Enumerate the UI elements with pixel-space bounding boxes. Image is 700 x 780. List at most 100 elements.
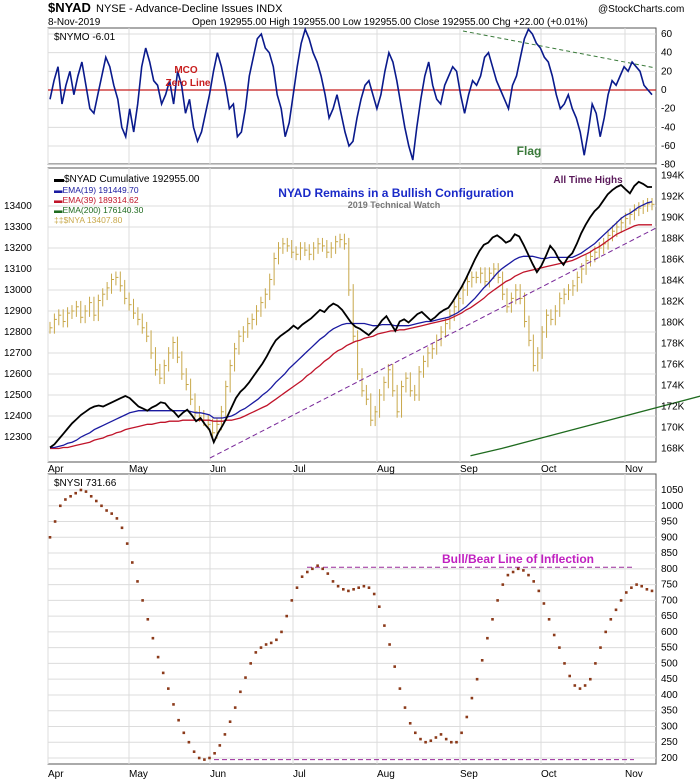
nysi-point	[167, 687, 170, 690]
nysi-point	[213, 752, 216, 755]
nysi-panel	[47, 473, 657, 765]
nymo-tick-label: -80	[661, 160, 676, 171]
nysi-point	[275, 638, 278, 642]
nysi-point	[491, 618, 494, 621]
nya-tick-label: 12400	[4, 411, 32, 422]
nysi-point	[486, 636, 489, 640]
nysi-point	[599, 646, 602, 649]
nysi-point	[444, 737, 448, 741]
month-tick-label: May	[129, 769, 148, 780]
nysi-point	[295, 586, 299, 589]
nysi-point	[192, 750, 196, 753]
flag-label: Flag	[517, 144, 542, 158]
nysi-point	[110, 512, 113, 515]
nysi-point	[264, 643, 268, 646]
nysi-point	[372, 592, 376, 596]
legend-nya: ‡‡$NYA 13407.80	[54, 215, 123, 225]
nysi-point	[69, 495, 72, 498]
nysi-tick-label: 550	[661, 643, 678, 654]
nyad-tick-label: 192K	[661, 192, 685, 203]
nysi-point	[583, 684, 587, 687]
nysi-point	[146, 618, 150, 621]
nysi-point	[151, 636, 155, 640]
nysi-point	[208, 756, 211, 760]
nyad-tick-label: 186K	[661, 255, 685, 266]
nysi-point	[439, 733, 443, 736]
nysi-point	[542, 602, 546, 605]
nysi-point	[434, 736, 438, 739]
nymo-layer	[48, 26, 657, 161]
nysi-point	[53, 520, 57, 523]
nysi-point	[645, 588, 649, 591]
nysi-point	[84, 490, 88, 493]
nyad-tick-label: 178K	[661, 339, 685, 350]
month-tick-label: Aug	[377, 769, 395, 780]
month-tick-label: Nov	[625, 464, 643, 475]
nyad-tick-label: 188K	[661, 234, 685, 245]
nyad-chart-subtitle: 2019 Technical Watch	[348, 200, 441, 210]
nysi-point	[635, 583, 638, 586]
nysi-point	[244, 676, 247, 679]
nysi-point	[501, 583, 505, 586]
ohlc-readout: Open 192955.00 High 192955.00 Low 192955…	[192, 17, 588, 28]
nysi-point	[429, 739, 433, 742]
nyad-tick-label: 176K	[661, 360, 685, 371]
symbol-description: NYSE - Advance-Decline Issues INDX	[96, 3, 283, 15]
nymo-tick-label: -60	[661, 141, 676, 152]
month-tick-label: Oct	[541, 464, 557, 475]
nya-tick-label: 12800	[4, 327, 32, 338]
nyad-line	[49, 180, 652, 449]
nya-tick-label: 12300	[4, 432, 32, 443]
nysi-point	[357, 586, 360, 589]
nysi-point	[259, 646, 263, 649]
zero-line-label: Zero Line	[165, 78, 210, 89]
nysi-point	[203, 758, 206, 761]
nysi-point	[347, 589, 350, 593]
nysi-point	[614, 608, 618, 612]
nya-tick-label: 12600	[4, 369, 32, 380]
nysi-point	[89, 495, 93, 498]
nysi-point	[48, 536, 52, 539]
mco-label: MCO	[174, 65, 198, 76]
axis-labels: Apr Apr May May Jun Jun Jul Jul Aug Aug Sep Sep Oct O…	[4, 29, 685, 780]
month-tick-label: Apr	[48, 769, 64, 780]
nysi-point	[414, 731, 417, 735]
nysi-point	[465, 715, 469, 719]
nya-tick-label: 13100	[4, 264, 32, 275]
nysi-point	[393, 665, 396, 668]
month-tick-label: Oct	[541, 769, 557, 780]
nysi-point	[285, 614, 288, 618]
nysi-point	[625, 591, 628, 594]
nysi-point	[321, 567, 324, 571]
nysi-tick-label: 750	[661, 580, 678, 591]
nysi-point	[197, 756, 201, 760]
nysi-point	[573, 684, 577, 687]
nysi-point	[187, 740, 191, 744]
nysi-tick-label: 400	[661, 690, 678, 701]
nysi-point	[331, 580, 335, 583]
nysi-tick-label: 600	[661, 627, 678, 638]
month-tick-label: Nov	[625, 769, 643, 780]
month-tick-label: Sep	[460, 769, 478, 780]
nya-tick-label: 13000	[4, 285, 32, 296]
nyad-tick-label: 194K	[661, 171, 685, 182]
nysi-point	[239, 690, 242, 694]
nysi-point	[383, 624, 386, 627]
brand-label: @StockCharts.com	[598, 4, 684, 15]
nysi-point	[177, 718, 180, 722]
nysi-point	[228, 720, 232, 723]
nysi-point	[100, 504, 103, 508]
nysi-point	[403, 706, 407, 709]
nysi-point	[136, 580, 139, 583]
nyad-tick-label: 168K	[661, 444, 685, 455]
month-tick-label: Jul	[293, 464, 306, 475]
inflection-label: Bull/Bear Line of Inflection	[442, 552, 594, 566]
month-tick-label: Jul	[293, 769, 306, 780]
nysi-point	[532, 580, 535, 583]
nymo-line	[49, 26, 653, 161]
nysi-legend: $NYSI 731.66	[54, 478, 117, 489]
nyad-tick-label: 184K	[661, 276, 685, 287]
nysi-point	[120, 526, 124, 530]
nysi-tick-label: 300	[661, 721, 678, 732]
nysi-point	[161, 671, 165, 675]
